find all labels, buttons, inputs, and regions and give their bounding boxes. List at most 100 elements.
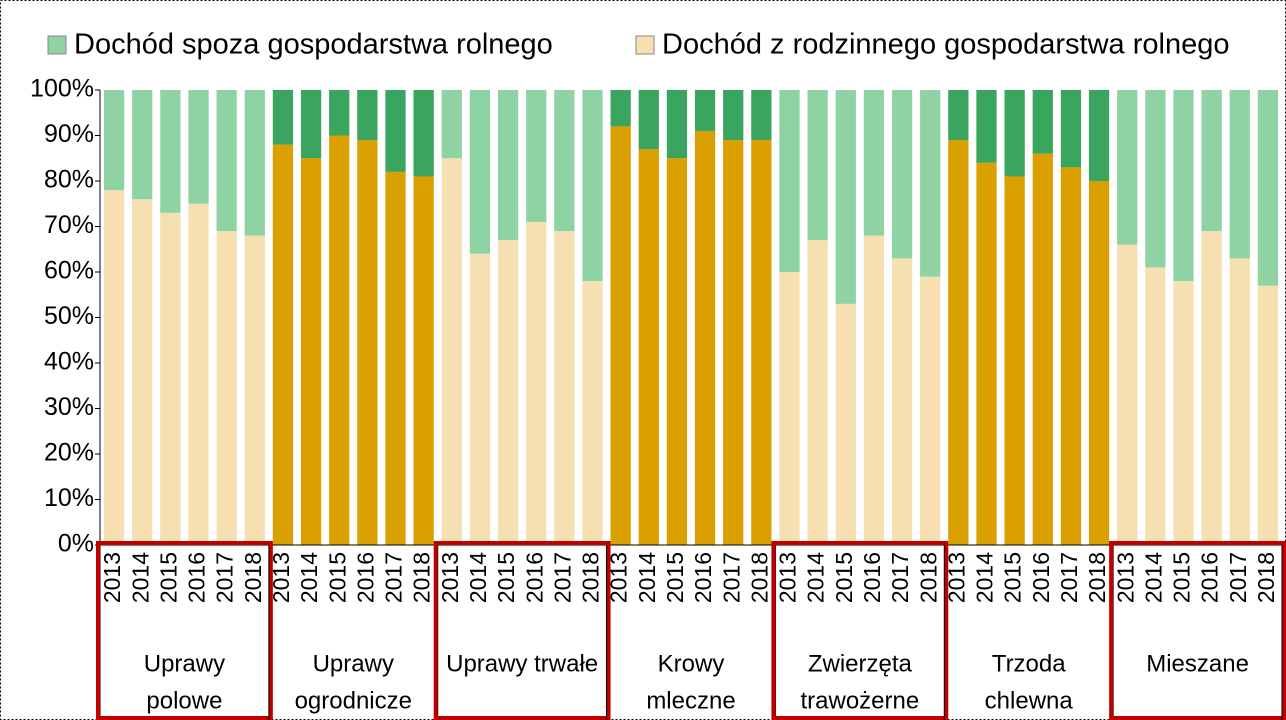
bar-segment: [779, 90, 800, 272]
bar-segment: [272, 90, 294, 145]
bar-segment: [1060, 90, 1082, 168]
bar-segment: [1032, 90, 1053, 154]
y-tick-label: 70%: [44, 211, 94, 239]
x-tick-label: 2015: [831, 552, 857, 603]
x-tick-label: 2014: [296, 552, 322, 603]
y-tick-label: 20%: [44, 439, 94, 467]
x-tick-label: 2013: [775, 552, 801, 603]
group-label: ogrodnicze: [295, 687, 412, 714]
group-label: Trzoda: [992, 650, 1066, 677]
bar-segment: [920, 276, 941, 545]
bar-segment: [188, 203, 209, 545]
bar-segment: [1004, 90, 1025, 177]
y-tick-label: 90%: [44, 120, 94, 148]
x-tick-label: 2016: [1197, 552, 1223, 603]
legend-label: Dochód z rodzinnego gospodarstwa rolnego: [662, 29, 1229, 61]
bar-segment: [1201, 231, 1222, 546]
x-tick-label: 2017: [212, 552, 238, 603]
x-tick-label: 2014: [972, 552, 998, 603]
bar-segment: [751, 140, 772, 546]
bar-segment: [244, 235, 265, 545]
bar-segment: [610, 126, 631, 546]
bar-segment: [863, 90, 885, 236]
x-tick-label: 2018: [1253, 552, 1279, 603]
bar-segment: [329, 90, 350, 136]
x-tick-label: 2018: [240, 552, 266, 603]
x-tick-label: 2015: [324, 552, 350, 603]
bar-segment: [357, 90, 378, 141]
bar-segment: [779, 272, 800, 545]
group-label: Uprawy trwałe: [446, 650, 598, 677]
bar-segment: [216, 90, 237, 232]
bar-segment: [497, 90, 519, 241]
bar-segment: [1145, 90, 1166, 268]
y-tick-label: 50%: [44, 302, 94, 330]
x-tick-label: 2017: [549, 552, 575, 603]
bar-segment: [694, 90, 716, 131]
bar-segment: [160, 212, 181, 545]
x-tick-label: 2014: [127, 552, 153, 603]
bar-segment: [694, 130, 716, 545]
x-tick-label: 2014: [803, 552, 829, 603]
bar-segment: [216, 231, 237, 546]
x-tick-label: 2018: [409, 552, 435, 603]
x-tick-label: 2018: [578, 552, 604, 603]
bar-segment: [1173, 281, 1194, 545]
bar-segment: [1088, 90, 1110, 181]
x-tick-label: 2018: [915, 552, 941, 603]
x-tick-label: 2015: [1000, 552, 1026, 603]
bar-segment: [638, 149, 659, 545]
group-highlight: [1109, 541, 1286, 720]
bar-segment: [413, 176, 434, 545]
bar-segment: [1173, 90, 1194, 282]
legend-label: Dochód spoza gospodarstwa rolnego: [74, 29, 553, 61]
x-tick-label: 2016: [521, 552, 547, 603]
bar-segment: [1117, 90, 1138, 245]
bar-segment: [357, 140, 378, 546]
bar-segment: [666, 158, 688, 545]
y-tick-label: 10%: [44, 484, 94, 512]
bar-segment: [244, 90, 265, 236]
bar-segment: [526, 221, 547, 545]
bar-segment: [526, 90, 547, 222]
bar-segment: [610, 90, 631, 127]
bar-segment: [385, 90, 406, 172]
bar-segment: [582, 281, 603, 545]
x-tick-label: 2013: [437, 552, 463, 603]
x-tick-label: 2018: [746, 552, 772, 603]
x-tick-label: 2017: [887, 552, 913, 603]
x-tick-label: 2017: [1225, 552, 1251, 603]
x-tick-label: 2018: [1084, 552, 1110, 603]
x-tick-label: 2017: [1056, 552, 1082, 603]
group-label: trawożerne: [800, 687, 919, 714]
x-tick-label: 2016: [352, 552, 378, 603]
bar-segment: [1117, 244, 1138, 545]
bar-segment: [582, 90, 603, 282]
bar-segment: [891, 90, 913, 259]
y-tick-label: 30%: [44, 393, 94, 421]
x-tick-label: 2014: [465, 552, 491, 603]
x-tick-label: 2014: [1140, 552, 1166, 603]
bar-segment: [920, 90, 941, 277]
group-label: Uprawy: [144, 650, 225, 677]
group-label: mleczne: [646, 687, 735, 714]
bar-segment: [1145, 267, 1166, 545]
bar-segment: [1257, 285, 1279, 545]
x-tick-label: 2015: [662, 552, 688, 603]
bar-segment: [666, 90, 688, 159]
bar-segment: [1060, 167, 1082, 545]
x-tick-label: 2013: [99, 552, 125, 603]
legend-swatch: [635, 35, 655, 55]
bar-segment: [413, 90, 434, 177]
x-tick-label: 2015: [1169, 552, 1195, 603]
bar-segment: [1229, 258, 1250, 545]
bar-segment: [976, 90, 997, 163]
bar-segment: [835, 303, 856, 545]
bar-segment: [469, 90, 491, 254]
bar-segment: [132, 199, 153, 545]
group-highlight: [771, 541, 949, 720]
bar-segment: [1257, 90, 1279, 286]
x-tick-label: 2017: [718, 552, 744, 603]
bar-segment: [807, 90, 828, 241]
x-tick-label: 2014: [634, 552, 660, 603]
